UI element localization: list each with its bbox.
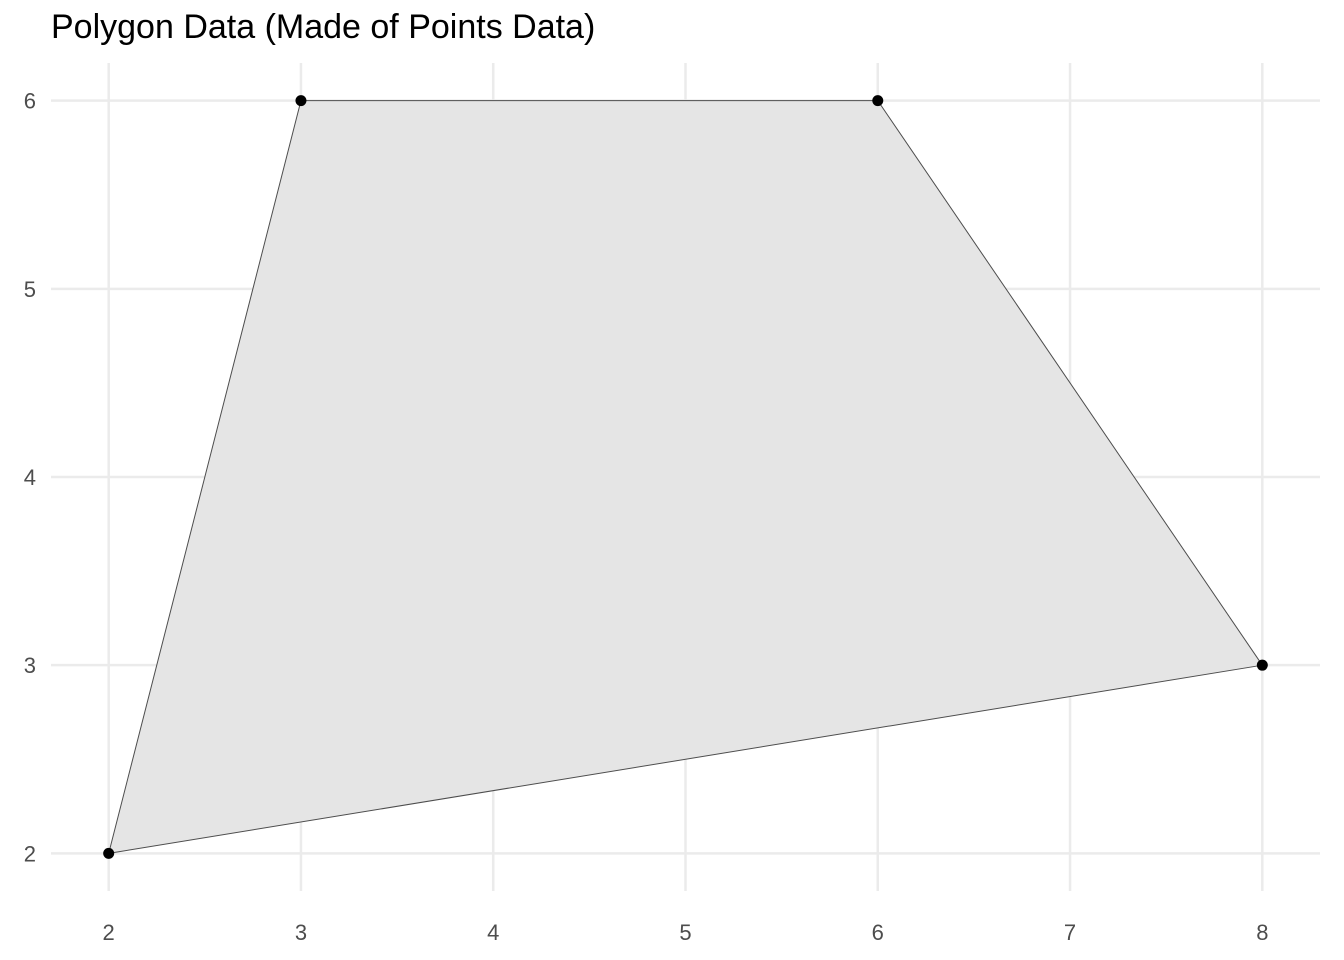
y-tick-label: 4 bbox=[24, 465, 36, 490]
x-tick-label: 5 bbox=[679, 920, 691, 945]
x-tick-label: 2 bbox=[103, 920, 115, 945]
x-tick-label: 3 bbox=[295, 920, 307, 945]
polygon-shape bbox=[108, 100, 1264, 854]
points-layer bbox=[103, 95, 1268, 859]
y-tick-label: 3 bbox=[24, 653, 36, 678]
data-point bbox=[872, 95, 884, 107]
x-tick-label: 4 bbox=[487, 920, 499, 945]
x-axis-ticks: 2 3 4 5 6 7 8 bbox=[103, 920, 1269, 945]
x-tick-label: 7 bbox=[1064, 920, 1076, 945]
y-axis-ticks: 2 3 4 5 6 bbox=[24, 89, 36, 867]
data-point bbox=[103, 847, 115, 859]
data-point bbox=[295, 95, 307, 107]
polygon-layer bbox=[108, 100, 1264, 854]
y-tick-label: 6 bbox=[24, 89, 36, 114]
y-tick-label: 2 bbox=[24, 841, 36, 866]
data-point bbox=[1256, 659, 1268, 671]
y-tick-label: 5 bbox=[24, 277, 36, 302]
chart-title: Polygon Data (Made of Points Data) bbox=[51, 8, 596, 46]
x-tick-label: 6 bbox=[872, 920, 884, 945]
x-tick-label: 8 bbox=[1256, 920, 1268, 945]
